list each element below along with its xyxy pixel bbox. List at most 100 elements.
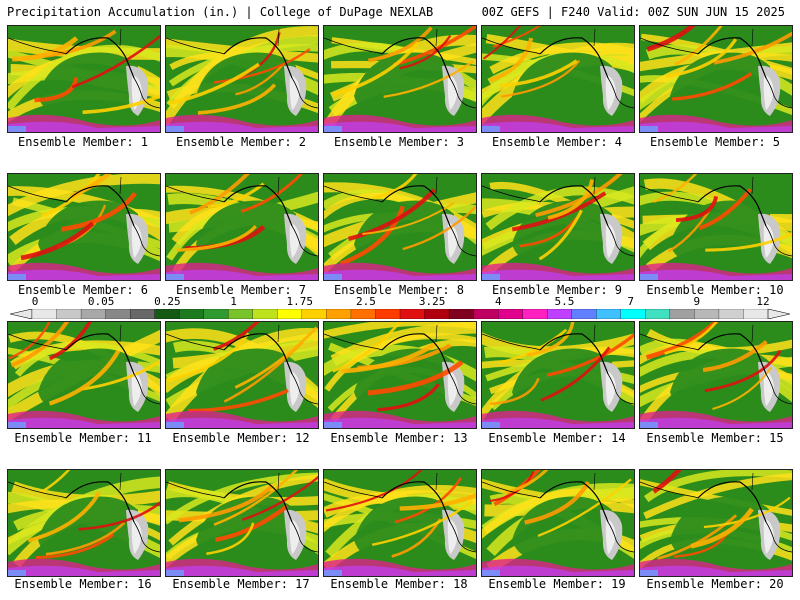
colorbar-swatch <box>743 309 769 319</box>
member-map-14 <box>481 321 635 429</box>
colorbar-swatch <box>350 309 376 319</box>
member-map-7 <box>165 173 319 281</box>
colorbar-swatch <box>129 309 156 319</box>
colorbar-swatch <box>596 309 622 319</box>
member-map-6 <box>7 173 161 281</box>
colorbar-tick-label: 3.25 <box>418 295 446 308</box>
member-caption-5: Ensemble Member: 5 <box>649 135 781 149</box>
member-map-8 <box>323 173 477 281</box>
colorbar-swatch <box>448 309 475 319</box>
colorbar-swatch <box>718 309 744 319</box>
member-caption-2: Ensemble Member: 2 <box>175 135 307 149</box>
colorbar-swatch <box>424 309 450 319</box>
member-caption-10: Ensemble Member: 10 <box>646 283 784 297</box>
colorbar-swatch <box>497 309 524 319</box>
member-map-11 <box>7 321 161 429</box>
member-map-10 <box>639 173 793 281</box>
colorbar-tick-label: 9 <box>693 295 701 308</box>
member-caption-8: Ensemble Member: 8 <box>333 283 465 297</box>
precip-field-9 <box>482 174 634 280</box>
colorbar-tick-label: 4 <box>494 295 502 308</box>
precip-field-6 <box>8 174 160 280</box>
member-map-19 <box>481 469 635 577</box>
precip-field-4 <box>482 26 634 132</box>
colorbar-swatch <box>694 309 720 319</box>
member-caption-1: Ensemble Member: 1 <box>17 135 149 149</box>
precip-field-14 <box>482 322 634 428</box>
member-caption-14: Ensemble Member: 14 <box>488 431 626 445</box>
colorbar-tick-label: 7 <box>627 295 634 308</box>
member-map-17 <box>165 469 319 577</box>
precip-field-8 <box>324 174 476 280</box>
member-map-5 <box>639 25 793 133</box>
colorbar-swatch <box>228 309 254 319</box>
colorbar-swatch <box>179 309 205 319</box>
member-caption-3: Ensemble Member: 3 <box>333 135 465 149</box>
colorbar-tick-label: 1.75 <box>286 295 313 308</box>
colorbar-low-arrow <box>10 309 33 319</box>
colorbar-swatch <box>620 309 646 319</box>
member-caption-19: Ensemble Member: 19 <box>488 577 626 591</box>
member-caption-20: Ensemble Member: 20 <box>646 577 784 591</box>
member-caption-13: Ensemble Member: 13 <box>330 431 468 445</box>
precip-field-2 <box>166 26 318 132</box>
colorbar-swatch <box>669 309 695 319</box>
map-title: Precipitation Accumulation (in.) | Colle… <box>7 5 434 19</box>
precip-field-5 <box>640 26 792 132</box>
colorbar-swatch <box>31 309 57 319</box>
precip-field-3 <box>324 26 476 132</box>
member-map-13 <box>323 321 477 429</box>
colorbar-swatch <box>571 309 597 319</box>
member-map-18 <box>323 469 477 577</box>
precip-field-7 <box>166 174 318 280</box>
precip-colorbar <box>10 309 790 319</box>
colorbar-tick-label: 5.5 <box>554 295 575 308</box>
colorbar-swatch <box>399 309 425 319</box>
colorbar-tick-label: 2.5 <box>355 295 376 308</box>
precip-field-13 <box>324 322 476 428</box>
colorbar-swatch <box>203 309 229 319</box>
member-caption-17: Ensemble Member: 17 <box>172 577 310 591</box>
member-map-2 <box>165 25 319 133</box>
colorbar-swatch <box>547 309 573 319</box>
member-caption-9: Ensemble Member: 9 <box>491 283 623 297</box>
precip-field-20 <box>640 470 792 576</box>
member-map-16 <box>7 469 161 577</box>
member-caption-16: Ensemble Member: 16 <box>14 577 152 591</box>
colorbar-swatch <box>277 309 303 319</box>
colorbar-tick-label: 0 <box>31 295 39 308</box>
colorbar-swatch <box>56 309 82 319</box>
colorbar-tick-label: 0.25 <box>154 295 181 308</box>
precip-field-12 <box>166 322 318 428</box>
colorbar-swatch <box>252 309 278 319</box>
member-map-20 <box>639 469 793 577</box>
member-caption-12: Ensemble Member: 12 <box>172 431 310 445</box>
precip-field-19 <box>482 470 634 576</box>
colorbar-swatch <box>375 309 401 319</box>
colorbar-tick-label: 12 <box>756 295 770 308</box>
precip-field-10 <box>640 174 792 280</box>
precip-field-15 <box>640 322 792 428</box>
precip-field-1 <box>8 26 160 132</box>
precip-field-18 <box>324 470 476 576</box>
member-map-4 <box>481 25 635 133</box>
member-caption-4: Ensemble Member: 4 <box>491 135 623 149</box>
member-map-12 <box>165 321 319 429</box>
colorbar-swatch <box>105 309 131 319</box>
colorbar-swatch <box>301 309 327 319</box>
member-map-3 <box>323 25 477 133</box>
colorbar-swatch <box>522 309 548 319</box>
member-caption-7: Ensemble Member: 7 <box>175 283 307 297</box>
member-map-15 <box>639 321 793 429</box>
member-caption-11: Ensemble Member: 11 <box>14 431 152 445</box>
member-map-9 <box>481 173 635 281</box>
member-caption-18: Ensemble Member: 18 <box>330 577 468 591</box>
precip-field-17 <box>166 470 318 576</box>
colorbar-swatch <box>154 309 180 319</box>
member-map-1 <box>7 25 161 133</box>
run-valid-time: 00Z GEFS | F240 Valid: 00Z SUN JUN 15 20… <box>481 5 785 19</box>
colorbar-swatch <box>645 309 671 319</box>
colorbar-high-arrow <box>767 309 790 319</box>
member-caption-6: Ensemble Member: 6 <box>17 283 149 297</box>
colorbar-tick-label: 0.05 <box>87 295 115 308</box>
